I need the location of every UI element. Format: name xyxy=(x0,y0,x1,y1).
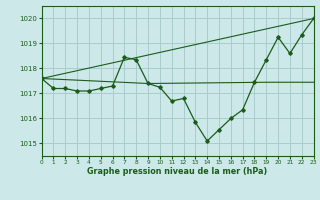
X-axis label: Graphe pression niveau de la mer (hPa): Graphe pression niveau de la mer (hPa) xyxy=(87,167,268,176)
